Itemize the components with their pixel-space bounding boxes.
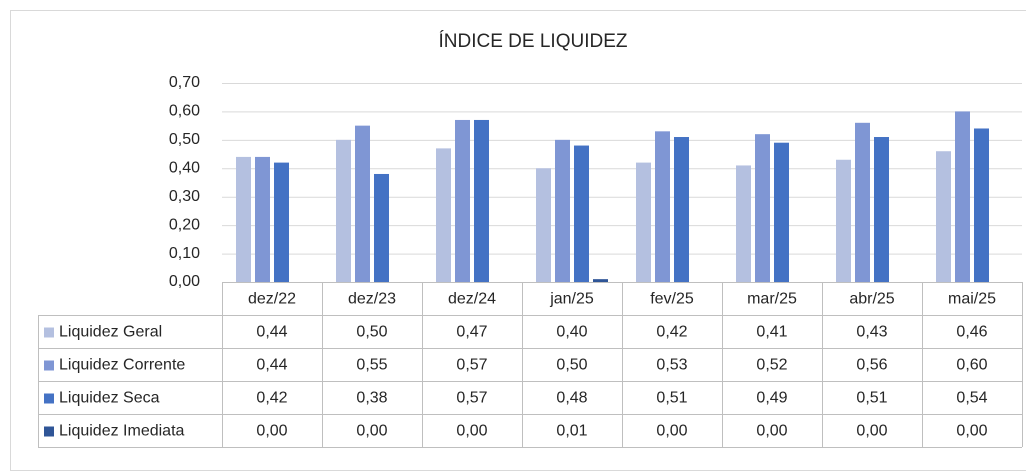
table-value: 0,49 xyxy=(756,390,787,407)
legend-label: Liquidez Geral xyxy=(59,324,162,341)
table-value: 0,53 xyxy=(656,357,687,374)
y-tick-label: 0,00 xyxy=(169,273,200,290)
table-value: 0,48 xyxy=(556,390,587,407)
y-tick-label: 0,70 xyxy=(169,74,200,91)
table-value: 0,46 xyxy=(956,324,987,341)
bar xyxy=(855,122,870,282)
y-tick-label: 0,10 xyxy=(169,245,200,262)
x-tick-label: dez/22 xyxy=(248,291,296,308)
table-value: 0,51 xyxy=(656,390,687,407)
x-tick-label: abr/25 xyxy=(849,291,894,308)
table-value: 0,52 xyxy=(756,357,787,374)
x-tick-label: jan/25 xyxy=(549,291,594,308)
x-tick-label: dez/24 xyxy=(448,291,496,308)
bar xyxy=(474,119,489,282)
table-value: 0,42 xyxy=(256,390,287,407)
bar xyxy=(593,279,608,282)
bar xyxy=(655,131,670,282)
bar xyxy=(736,165,751,282)
table-value: 0,57 xyxy=(456,357,487,374)
bar xyxy=(755,134,770,282)
x-tick-label: mai/25 xyxy=(948,291,996,308)
table-value: 0,00 xyxy=(456,423,487,440)
x-tick-label: dez/23 xyxy=(348,291,396,308)
bar xyxy=(874,137,889,282)
legend-swatch xyxy=(44,393,54,404)
x-tick-label: fev/25 xyxy=(650,291,694,308)
bar xyxy=(955,111,970,282)
table-value: 0,50 xyxy=(556,357,587,374)
table-value: 0,50 xyxy=(356,324,387,341)
y-tick-label: 0,30 xyxy=(169,188,200,205)
bar xyxy=(455,119,470,282)
table-value: 0,51 xyxy=(856,390,887,407)
y-tick-label: 0,40 xyxy=(169,160,200,177)
y-tick-label: 0,60 xyxy=(169,103,200,120)
table-value: 0,57 xyxy=(456,390,487,407)
table-value: 0,00 xyxy=(356,423,387,440)
table-value: 0,44 xyxy=(256,357,287,374)
bar xyxy=(555,139,570,282)
bar xyxy=(255,156,270,282)
table-value: 0,00 xyxy=(256,423,287,440)
table-value: 0,00 xyxy=(856,423,887,440)
table-value: 0,42 xyxy=(656,324,687,341)
legend-swatch xyxy=(44,426,54,437)
legend-label: Liquidez Imediata xyxy=(59,423,185,440)
bar xyxy=(974,128,989,282)
table-value: 0,00 xyxy=(656,423,687,440)
bar xyxy=(436,148,451,282)
x-tick-label: mar/25 xyxy=(747,291,797,308)
legend-swatch xyxy=(44,327,54,338)
bar xyxy=(636,162,651,282)
table-value: 0,56 xyxy=(856,357,887,374)
bar xyxy=(774,142,789,282)
table-value: 0,38 xyxy=(356,390,387,407)
table-value: 0,43 xyxy=(856,324,887,341)
bar xyxy=(236,156,251,282)
table-value: 0,44 xyxy=(256,324,287,341)
bar xyxy=(355,125,370,283)
y-tick-label: 0,20 xyxy=(169,216,200,233)
table-value: 0,47 xyxy=(456,324,487,341)
bar xyxy=(674,137,689,282)
bar xyxy=(374,173,389,282)
bar xyxy=(836,159,851,282)
table-value: 0,55 xyxy=(356,357,387,374)
y-tick-label: 0,50 xyxy=(169,131,200,148)
bar xyxy=(274,162,289,282)
table-value: 0,00 xyxy=(956,423,987,440)
table-value: 0,54 xyxy=(956,390,987,407)
table-value: 0,00 xyxy=(756,423,787,440)
legend-label: Liquidez Corrente xyxy=(59,357,185,374)
table-value: 0,40 xyxy=(556,324,587,341)
table-value: 0,41 xyxy=(756,324,787,341)
bar xyxy=(574,145,589,282)
bar xyxy=(536,168,551,282)
legend-swatch xyxy=(44,360,54,371)
chart-title: ÍNDICE DE LIQUIDEZ xyxy=(439,31,628,52)
bar xyxy=(336,139,351,282)
legend-label: Liquidez Seca xyxy=(59,390,160,407)
table-value: 0,01 xyxy=(556,423,587,440)
table-value: 0,60 xyxy=(956,357,987,374)
bar xyxy=(936,151,951,282)
